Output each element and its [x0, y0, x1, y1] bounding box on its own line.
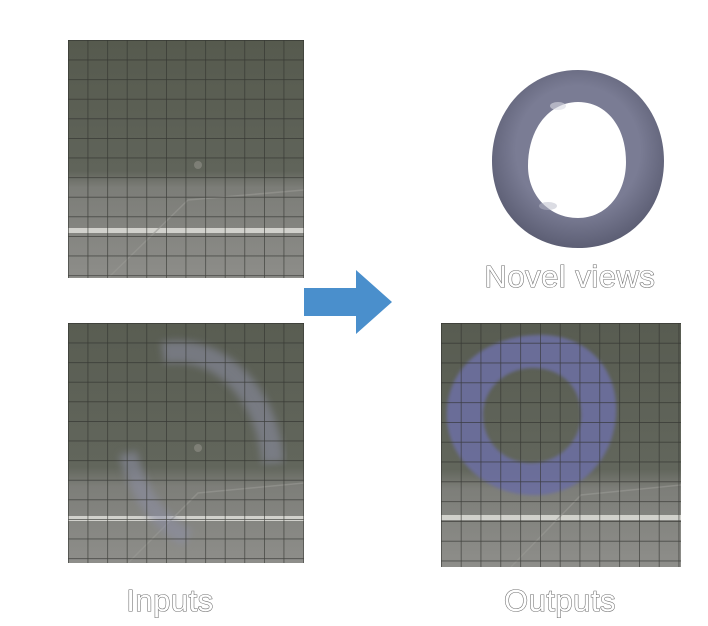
input-frame-2 [68, 323, 304, 563]
outputs-caption: Outputs [503, 582, 617, 618]
output-frame-scene [441, 323, 681, 567]
input-frame-2-scene [68, 323, 304, 563]
novel-view-ring-render [492, 70, 664, 248]
output-frame [441, 323, 681, 567]
inputs-caption: Inputs [126, 582, 214, 618]
novel-views-caption: Novel views [484, 258, 656, 294]
input-frame-1-scene [68, 40, 304, 278]
right-arrow-icon [304, 270, 392, 334]
novel-view-ring [488, 66, 668, 252]
input-frame-1 [68, 40, 304, 278]
